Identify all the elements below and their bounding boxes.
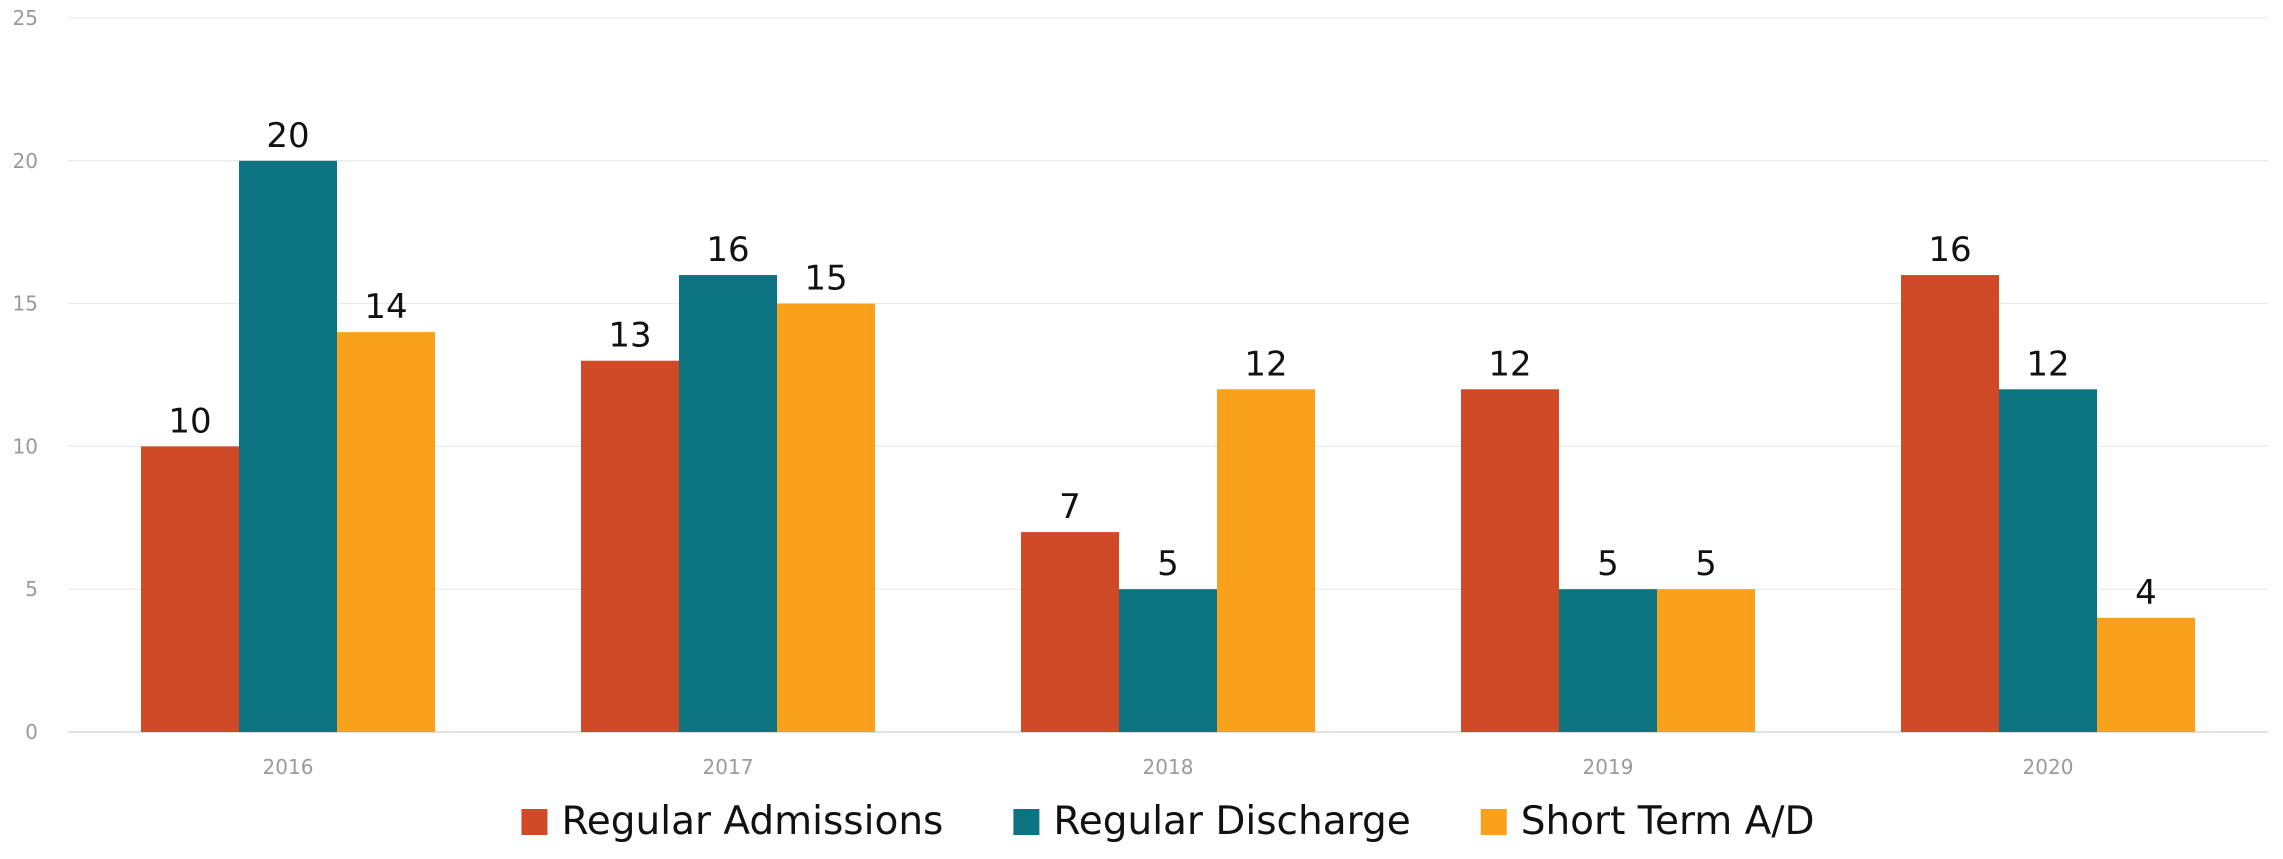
legend-swatch (521, 809, 548, 835)
legend: Regular Admissions Regular Discharge Short… (521, 799, 1815, 844)
bar (2097, 617, 2195, 732)
bar (1021, 532, 1119, 732)
legend-label: Regular Discharge (1053, 799, 1410, 844)
bar (679, 275, 777, 732)
data-label: 12 (1244, 344, 1287, 384)
x-tick-label: 2017 (703, 755, 754, 779)
data-label: 10 (168, 401, 211, 441)
data-label: 5 (1695, 544, 1717, 584)
data-label: 12 (1488, 344, 1531, 384)
legend-swatch (1480, 809, 1507, 835)
x-axis-ticks: 2016 2017 2018 2019 2020 (263, 755, 2074, 779)
y-tick-label: 25 (13, 6, 38, 30)
bar (1461, 389, 1559, 732)
legend-item: Regular Admissions (521, 799, 943, 844)
data-label: 12 (2026, 344, 2069, 384)
y-tick-label: 0 (25, 720, 38, 744)
bar (239, 160, 337, 733)
bar (1119, 589, 1217, 732)
data-label: 14 (364, 287, 407, 327)
y-tick-label: 10 (13, 434, 38, 458)
data-label: 16 (706, 230, 749, 270)
bar (581, 360, 679, 732)
y-tick-label: 15 (13, 292, 38, 316)
data-label: 20 (266, 116, 309, 156)
bar (777, 303, 875, 732)
data-label: 15 (804, 259, 847, 299)
legend-label: Regular Admissions (561, 799, 943, 844)
y-axis-ticks: 0 5 10 15 20 25 (13, 6, 38, 744)
x-tick-label: 2020 (2023, 755, 2074, 779)
x-tick-label: 2018 (1143, 755, 1194, 779)
legend-item: Short Term A/D (1480, 799, 1815, 844)
bar (141, 446, 239, 732)
bars (141, 160, 2195, 733)
bar (1999, 389, 2097, 732)
data-label: 16 (1928, 230, 1971, 270)
data-label: 5 (1597, 544, 1619, 584)
bar (337, 332, 435, 732)
bar (1559, 589, 1657, 732)
y-tick-label: 20 (13, 149, 38, 173)
x-tick-label: 2019 (1583, 755, 1634, 779)
legend-swatch (1013, 809, 1040, 835)
bar (1217, 389, 1315, 732)
bar (1901, 275, 1999, 732)
data-label: 7 (1059, 487, 1081, 527)
x-tick-label: 2016 (263, 755, 314, 779)
data-labels: 10 20 14 13 16 15 7 5 12 12 5 5 16 12 4 (168, 116, 2156, 613)
bar (1657, 589, 1755, 732)
data-label: 5 (1157, 544, 1179, 584)
legend-item: Regular Discharge (1013, 799, 1411, 844)
y-tick-label: 5 (25, 577, 38, 601)
legend-label: Short Term A/D (1521, 799, 1815, 844)
data-label: 13 (608, 316, 651, 356)
data-label: 4 (2135, 573, 2157, 613)
